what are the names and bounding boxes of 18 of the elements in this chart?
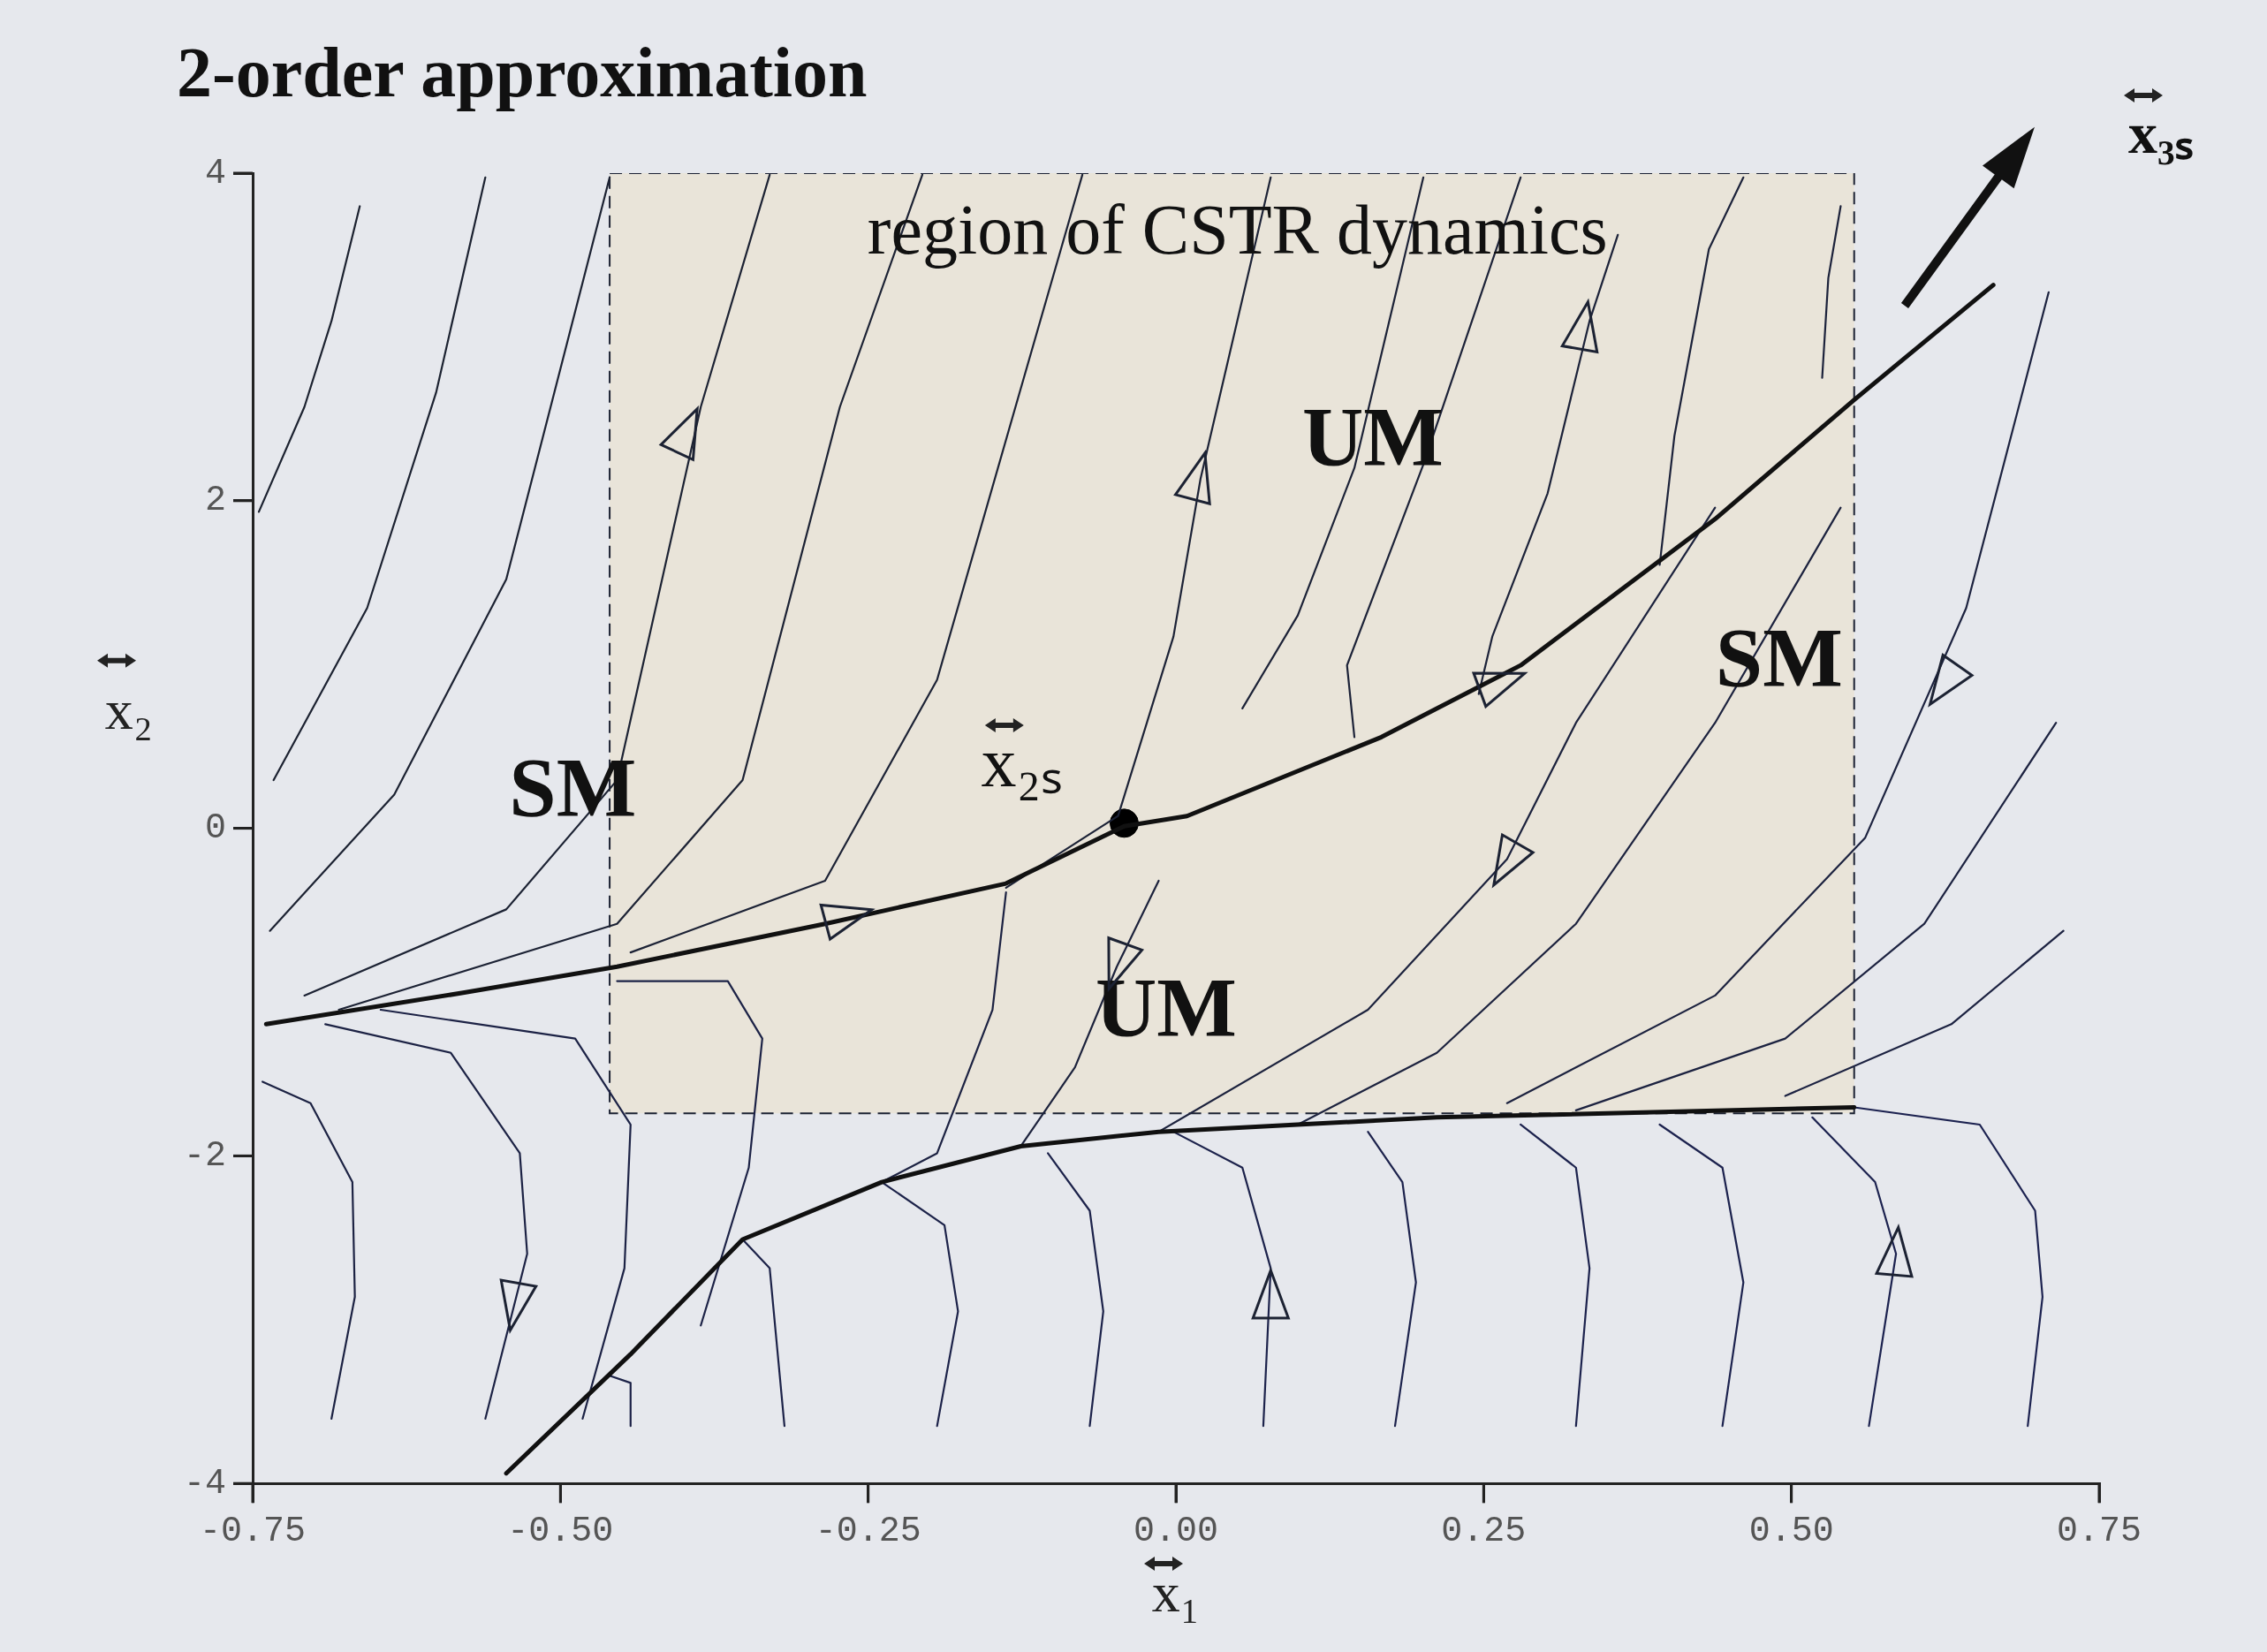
text: x₃ₛ xyxy=(2128,101,2194,166)
y-axis-title: x₂ xyxy=(104,678,154,741)
x-tick-label: 0.25 xyxy=(1441,1511,1527,1551)
x-tick-label: -0.25 xyxy=(815,1511,921,1551)
x-axis-title: x₁ xyxy=(1151,1561,1201,1625)
x-tick-label: 0.00 xyxy=(1134,1511,1219,1551)
chart-title: 2-order approximation xyxy=(177,33,868,111)
y-tick-label: -4 xyxy=(183,1463,227,1504)
x-tick-label: -0.75 xyxy=(199,1511,307,1551)
x-tick-label: 0.75 xyxy=(2056,1511,2142,1551)
annotation: x₂ₛ xyxy=(981,724,1064,802)
y-tick-label: 0 xyxy=(204,808,227,849)
x-tick-label: 0.50 xyxy=(1748,1511,1834,1551)
y-tick-label: -2 xyxy=(183,1135,227,1176)
y-tick-label: 2 xyxy=(204,481,227,521)
y-tick-label: 4 xyxy=(204,153,227,193)
annotation: UM xyxy=(1095,959,1237,1055)
x-tick-label: -0.50 xyxy=(507,1511,614,1551)
